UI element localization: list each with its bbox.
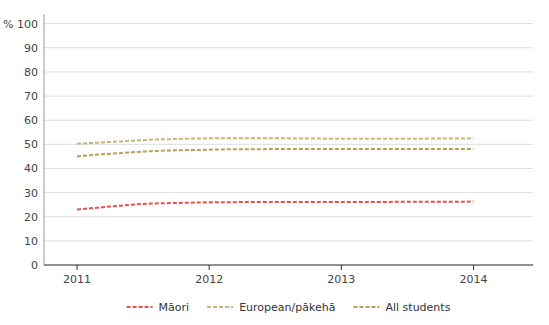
x-tick: [209, 265, 210, 270]
grid-line: [44, 71, 533, 72]
x-ticks: 2011 2012 2013 2014: [63, 265, 487, 286]
legend-label: All students: [385, 301, 450, 314]
y-tick-label: 30: [24, 187, 38, 200]
y-tick-label: 90: [24, 42, 38, 55]
legend-item: European/pākehā: [207, 301, 335, 314]
y-grid: [44, 24, 533, 265]
grid-line: [44, 47, 533, 48]
x-axis-line: [44, 265, 533, 266]
legend-label: Māori: [159, 301, 190, 314]
y-tick-label: 10: [24, 235, 38, 248]
legend-swatch: [127, 306, 153, 308]
x-tick: [77, 265, 78, 270]
series-line: [77, 202, 473, 210]
series-line: [77, 138, 473, 144]
grid-line: [44, 240, 533, 241]
legend-swatch: [353, 306, 379, 308]
legend-label: European/pākehā: [239, 301, 335, 314]
grid-line: [44, 96, 533, 97]
grid-line: [44, 192, 533, 193]
x-tick-label: 2013: [327, 273, 355, 286]
x-tick-label: 2011: [63, 273, 91, 286]
lines: [77, 138, 473, 209]
legend: Māori European/pākehā All students: [127, 301, 451, 314]
grid-line: [44, 168, 533, 169]
y-tick-labels: 0 10 20 30 40 50 60 70 80 90 % 100: [3, 18, 38, 272]
y-tick-label: 40: [24, 162, 38, 175]
legend-swatch: [207, 306, 233, 308]
y-tick-label: 0: [31, 259, 38, 272]
series-line: [77, 149, 473, 156]
y-tick-label: 50: [24, 138, 38, 151]
y-tick-label: 60: [24, 114, 38, 127]
legend-item: Māori: [127, 301, 190, 314]
y-tick-label: 70: [24, 90, 38, 103]
chart: 0 10 20 30 40 50 60 70 80 90 % 100 2011 2012 2013 2014…: [0, 0, 549, 325]
grid-line: [44, 120, 533, 121]
legend-item: All students: [353, 301, 450, 314]
x-tick-label: 2014: [460, 273, 488, 286]
x-tick: [473, 265, 474, 270]
y-tick-label: 20: [24, 211, 38, 224]
y-tick-label: % 100: [3, 18, 38, 31]
grid-line: [44, 265, 533, 266]
grid-line: [44, 144, 533, 145]
grid-line: [44, 216, 533, 217]
y-tick-label: 80: [24, 66, 38, 79]
y-axis-line: [44, 14, 45, 265]
x-tick: [341, 265, 342, 270]
grid-line: [44, 23, 533, 24]
x-tick-label: 2012: [195, 273, 223, 286]
